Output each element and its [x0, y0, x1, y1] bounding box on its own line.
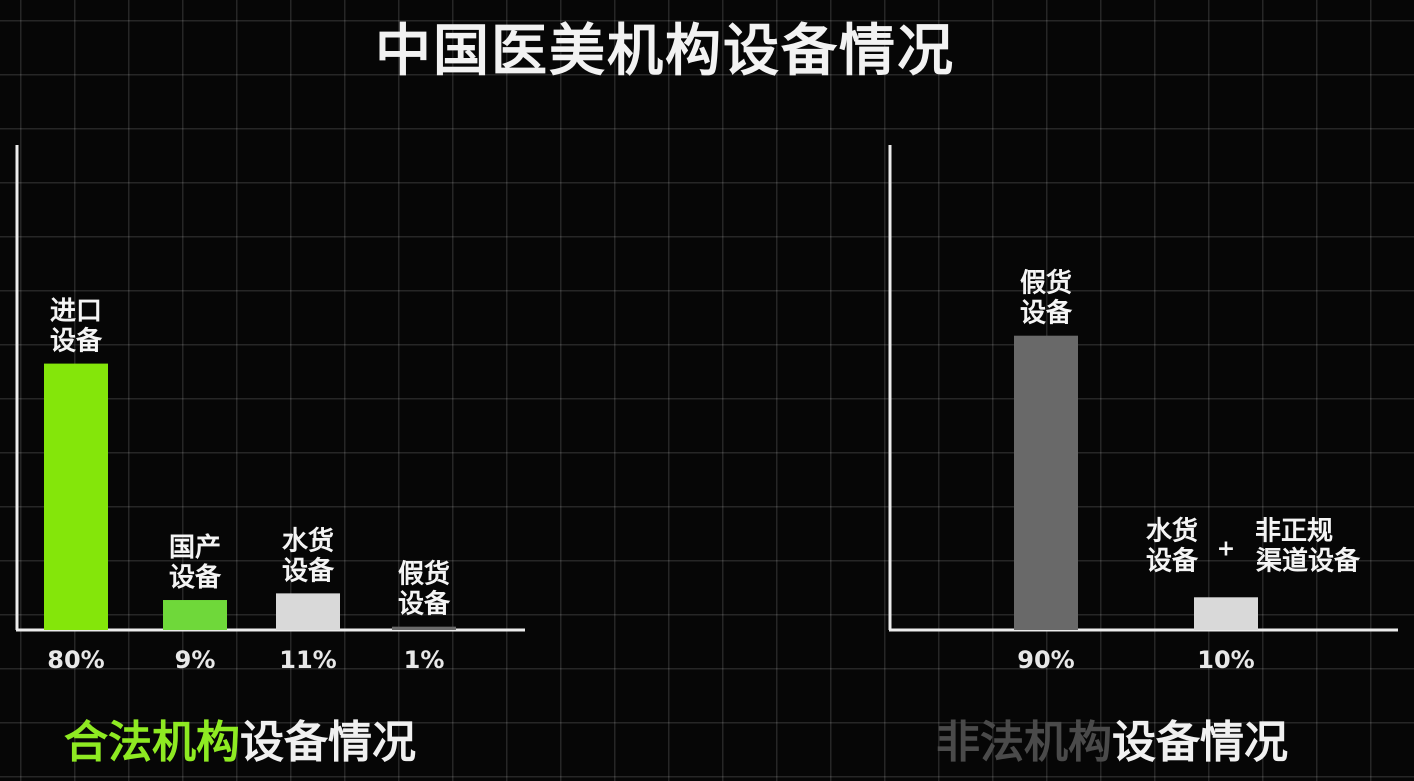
value-label: 80% — [47, 646, 104, 674]
value-label: 1% — [404, 646, 445, 674]
category-label: 设备 — [1020, 299, 1073, 329]
category-label: 水货 — [282, 525, 334, 556]
category-label: 水货 — [1146, 515, 1198, 546]
value-label: 10% — [1197, 646, 1254, 674]
category-label: 国产 — [169, 533, 221, 563]
value-label: 11% — [279, 646, 336, 674]
legal-title-rest: 设备情况 — [240, 717, 416, 768]
bar — [392, 626, 456, 630]
category-label: 设备 — [282, 556, 335, 586]
category-label: 非正规 — [1255, 516, 1333, 546]
legal-title-highlight: 合法机构 — [64, 717, 240, 768]
category-label: 设备 — [1146, 546, 1199, 576]
illegal-chart-title: 非法机构设备情况 — [936, 706, 1288, 770]
page-title: 中国医美机构设备情况 — [375, 19, 955, 84]
category-label: 设备 — [169, 563, 222, 593]
bar — [44, 363, 108, 630]
illegal-title-rest: 设备情况 — [1112, 717, 1288, 768]
category-label: 渠道设备 — [1256, 545, 1361, 576]
bar — [163, 600, 227, 630]
value-label: 9% — [175, 646, 216, 674]
bar — [1014, 335, 1078, 630]
category-label: 假货 — [398, 559, 450, 590]
category-label: 进口 — [50, 297, 102, 327]
category-label: 设备 — [398, 590, 451, 620]
plus-sign: + — [1217, 536, 1235, 561]
category-label: 设备 — [50, 327, 103, 357]
bar — [276, 593, 340, 630]
value-label: 90% — [1017, 646, 1074, 674]
bar — [1194, 597, 1258, 630]
category-label: 假货 — [1020, 268, 1072, 299]
illegal-title-highlight: 非法机构 — [936, 717, 1112, 768]
legal-chart-title: 合法机构设备情况 — [64, 706, 416, 770]
